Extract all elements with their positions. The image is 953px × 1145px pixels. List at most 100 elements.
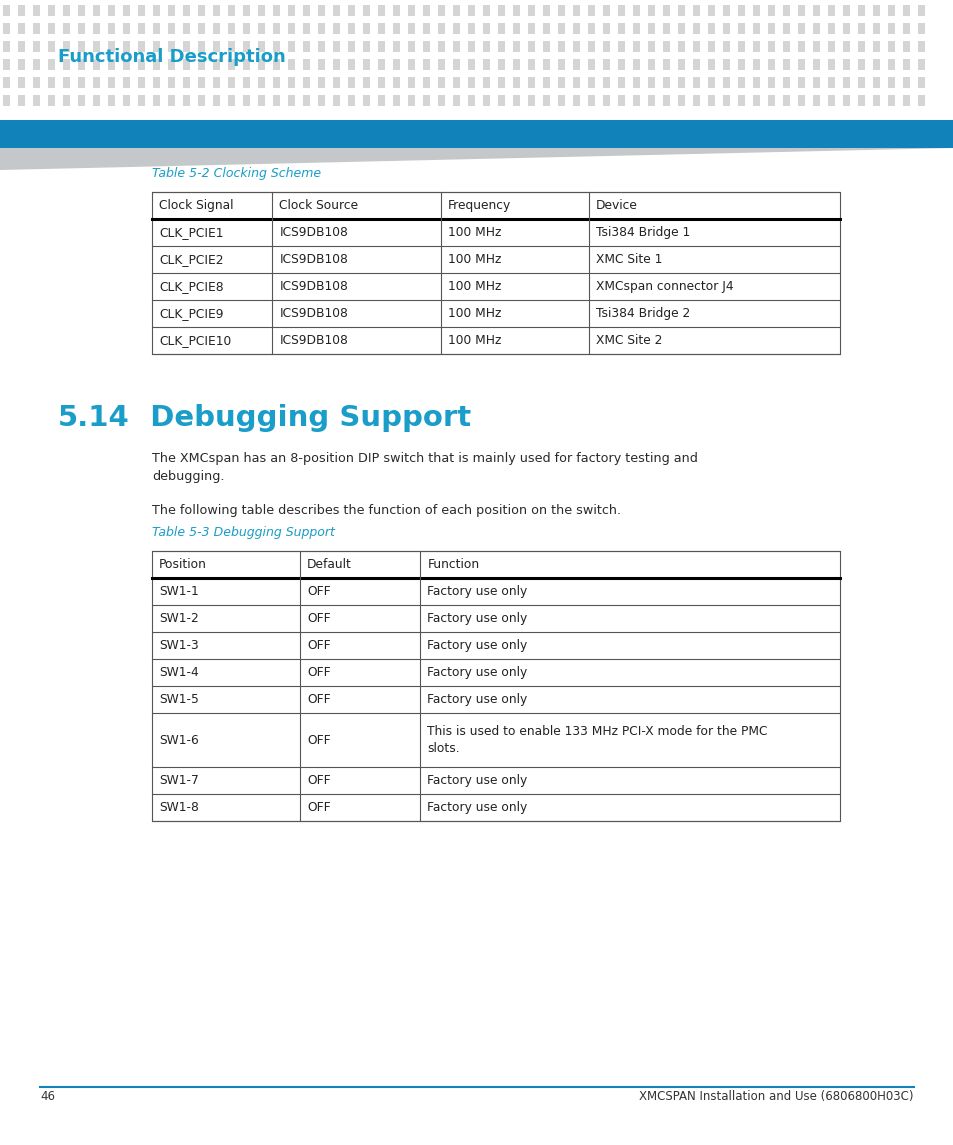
Bar (468, 41, 475, 52)
Bar (722, 5, 729, 16)
Bar (198, 41, 205, 52)
Text: Function: Function (427, 558, 479, 571)
Bar (453, 77, 459, 88)
Bar (48, 60, 55, 70)
Bar (527, 41, 535, 52)
Bar (602, 95, 609, 106)
Text: The following table describes the function of each position on the switch.: The following table describes the functi… (152, 504, 620, 518)
Bar (633, 95, 639, 106)
Bar (453, 60, 459, 70)
Bar (168, 41, 174, 52)
Bar (243, 60, 250, 70)
Bar (812, 95, 820, 106)
Text: ICS9DB108: ICS9DB108 (279, 226, 348, 239)
Bar (842, 5, 849, 16)
Bar (602, 41, 609, 52)
Bar (92, 23, 100, 34)
Bar (618, 60, 624, 70)
Bar (152, 660, 840, 686)
Bar (587, 5, 595, 16)
Bar (573, 60, 579, 70)
Bar (33, 60, 40, 70)
Bar (152, 713, 840, 767)
Bar (0, 0, 953, 120)
Bar (183, 95, 190, 106)
Bar (707, 95, 714, 106)
Bar (138, 60, 145, 70)
Bar (377, 77, 385, 88)
Bar (257, 5, 265, 16)
Bar (573, 5, 579, 16)
Bar (453, 41, 459, 52)
Bar (527, 5, 535, 16)
Bar (738, 41, 744, 52)
Bar (0, 120, 953, 148)
Bar (513, 77, 519, 88)
Bar (482, 77, 490, 88)
Bar (288, 5, 294, 16)
Bar (497, 5, 504, 16)
Bar (497, 41, 504, 52)
Text: ICS9DB108: ICS9DB108 (279, 253, 348, 266)
Bar (317, 5, 325, 16)
Bar (917, 5, 924, 16)
Bar (917, 77, 924, 88)
Bar (602, 60, 609, 70)
Bar (662, 41, 669, 52)
Bar (738, 95, 744, 106)
Bar (812, 23, 820, 34)
Bar (138, 77, 145, 88)
Bar (542, 23, 550, 34)
Text: CLK_PCIE8: CLK_PCIE8 (159, 281, 223, 293)
Bar (63, 5, 70, 16)
Bar (842, 77, 849, 88)
Bar (857, 5, 864, 16)
Bar (827, 95, 834, 106)
Text: The XMCspan has an 8-position DIP switch that is mainly used for factory testing: The XMCspan has an 8-position DIP switch… (152, 452, 698, 483)
Bar (707, 5, 714, 16)
Bar (797, 77, 804, 88)
Bar (527, 60, 535, 70)
Bar (183, 41, 190, 52)
Bar (587, 60, 595, 70)
Bar (722, 23, 729, 34)
Text: SW1-7: SW1-7 (159, 774, 198, 787)
Text: SW1-2: SW1-2 (159, 611, 198, 625)
Bar (437, 41, 444, 52)
Text: SW1-4: SW1-4 (159, 666, 198, 679)
Bar (152, 77, 160, 88)
Text: Table 5-2 Clocking Scheme: Table 5-2 Clocking Scheme (152, 167, 321, 180)
Bar (48, 23, 55, 34)
Bar (857, 77, 864, 88)
Bar (123, 23, 130, 34)
Bar (738, 60, 744, 70)
Bar (138, 41, 145, 52)
Bar (377, 41, 385, 52)
Text: OFF: OFF (307, 774, 330, 787)
Bar (842, 23, 849, 34)
Text: XMC Site 1: XMC Site 1 (596, 253, 661, 266)
Bar (872, 5, 879, 16)
Bar (902, 60, 909, 70)
Bar (152, 219, 840, 246)
Text: CLK_PCIE10: CLK_PCIE10 (159, 334, 231, 347)
Bar (857, 23, 864, 34)
Bar (872, 23, 879, 34)
Bar (288, 41, 294, 52)
Bar (827, 60, 834, 70)
Bar (782, 23, 789, 34)
Bar (468, 23, 475, 34)
Bar (348, 77, 355, 88)
Bar (857, 60, 864, 70)
Bar (752, 77, 760, 88)
Text: CLK_PCIE2: CLK_PCIE2 (159, 253, 223, 266)
Bar (527, 23, 535, 34)
Bar (827, 77, 834, 88)
Bar (48, 5, 55, 16)
Bar (797, 60, 804, 70)
Bar (348, 60, 355, 70)
Bar (752, 5, 760, 16)
Bar (152, 551, 840, 821)
Text: XMCSPAN Installation and Use (6806800H03C): XMCSPAN Installation and Use (6806800H03… (639, 1090, 913, 1103)
Bar (437, 5, 444, 16)
